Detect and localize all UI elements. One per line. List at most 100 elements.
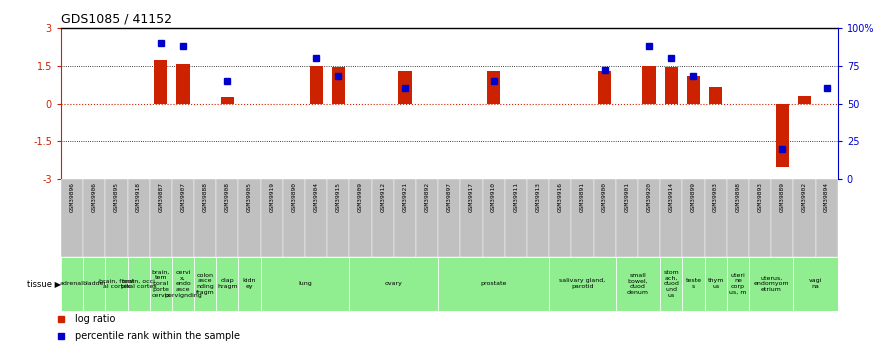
Text: GSM39894: GSM39894 (824, 182, 829, 212)
Text: GSM39907: GSM39907 (180, 182, 185, 212)
Text: uterus,
endomyom
etrium: uterus, endomyom etrium (754, 275, 789, 292)
Text: GSM39905: GSM39905 (247, 182, 252, 212)
Text: GSM39892: GSM39892 (425, 182, 430, 212)
Bar (793, 179, 815, 257)
Bar (665, 67, 678, 104)
Bar (327, 179, 349, 257)
Text: lung: lung (298, 281, 312, 286)
Bar (416, 179, 438, 257)
Text: cervi
x,
endo
asce
pervignding: cervi x, endo asce pervignding (164, 270, 202, 298)
Text: GSM39908: GSM39908 (225, 182, 230, 212)
Bar (394, 179, 416, 257)
Text: kidn
ey: kidn ey (243, 278, 256, 289)
Bar (438, 179, 461, 257)
Bar (527, 179, 549, 257)
Text: GSM39914: GSM39914 (668, 182, 674, 212)
Text: adrenal: adrenal (60, 281, 84, 286)
Text: GSM39887: GSM39887 (159, 182, 163, 212)
Bar (642, 66, 656, 104)
Bar (683, 179, 704, 257)
Text: diap
hragm: diap hragm (217, 278, 237, 289)
Text: GSM39915: GSM39915 (336, 182, 340, 212)
Bar (194, 179, 216, 257)
Text: GSM39916: GSM39916 (558, 182, 563, 212)
Bar (349, 179, 372, 257)
Text: GSM39889: GSM39889 (780, 182, 785, 212)
Text: stom
ach,
duod
und
us: stom ach, duod und us (663, 270, 679, 298)
Bar (106, 257, 127, 310)
Text: bladder: bladder (82, 281, 107, 286)
Bar (372, 179, 394, 257)
Bar (309, 66, 323, 104)
Bar (83, 257, 106, 310)
Text: GSM39921: GSM39921 (402, 182, 408, 212)
Bar (704, 257, 727, 310)
Bar (127, 179, 150, 257)
Bar (150, 257, 172, 310)
Text: GSM39911: GSM39911 (513, 182, 519, 212)
Bar (172, 179, 194, 257)
Bar (220, 97, 234, 104)
Bar (261, 179, 283, 257)
Text: GSM39895: GSM39895 (114, 182, 119, 212)
Bar (261, 257, 349, 310)
Text: teste
s: teste s (685, 278, 702, 289)
Text: GSM39901: GSM39901 (625, 182, 629, 212)
Bar (749, 179, 771, 257)
Bar (61, 179, 83, 257)
Bar (709, 87, 722, 104)
Bar (727, 179, 749, 257)
Bar (687, 76, 700, 104)
Text: GSM39899: GSM39899 (691, 182, 696, 212)
Bar (150, 179, 172, 257)
Text: GSM39918: GSM39918 (136, 182, 141, 212)
Bar (487, 71, 500, 104)
Bar (283, 179, 305, 257)
Text: brain,
tem
poral
porte
cervix: brain, tem poral porte cervix (151, 270, 170, 298)
Bar (594, 179, 616, 257)
Bar (616, 257, 660, 310)
Text: GSM39910: GSM39910 (491, 182, 496, 212)
Bar (216, 257, 238, 310)
Text: GSM39920: GSM39920 (647, 182, 651, 212)
Bar (638, 179, 660, 257)
Bar (572, 179, 594, 257)
Text: GSM39909: GSM39909 (358, 182, 363, 212)
Bar (793, 257, 838, 310)
Bar (749, 257, 793, 310)
Bar (815, 179, 838, 257)
Bar (172, 257, 194, 310)
Text: GSM39903: GSM39903 (713, 182, 719, 212)
Bar (598, 71, 611, 104)
Bar (106, 179, 127, 257)
Text: GSM39913: GSM39913 (536, 182, 540, 212)
Text: GSM39890: GSM39890 (291, 182, 297, 212)
Bar (238, 257, 261, 310)
Text: colon
asce
nding
fragm: colon asce nding fragm (196, 273, 214, 295)
Bar (683, 257, 704, 310)
Text: GSM39917: GSM39917 (469, 182, 474, 212)
Text: GSM39919: GSM39919 (270, 182, 274, 212)
Bar (399, 71, 411, 104)
Text: thym
us: thym us (708, 278, 724, 289)
Bar (660, 257, 683, 310)
Text: brain, occi
pital cortex: brain, occi pital cortex (121, 278, 157, 289)
Text: salivary gland,
parotid: salivary gland, parotid (559, 278, 606, 289)
Text: brain, front
al cortex: brain, front al cortex (99, 278, 134, 289)
Bar (771, 179, 793, 257)
Text: GSM39897: GSM39897 (447, 182, 452, 212)
Bar (61, 257, 83, 310)
Text: prostate: prostate (480, 281, 507, 286)
Bar (704, 179, 727, 257)
Bar (332, 67, 345, 104)
Bar (349, 257, 438, 310)
Bar (438, 257, 549, 310)
Bar (797, 96, 811, 104)
Text: GSM39912: GSM39912 (380, 182, 385, 212)
Text: ovary: ovary (385, 281, 403, 286)
Bar (177, 64, 190, 104)
Text: tissue ▶: tissue ▶ (27, 279, 61, 288)
Text: GSM39898: GSM39898 (736, 182, 740, 212)
Text: percentile rank within the sample: percentile rank within the sample (75, 332, 240, 341)
Bar (305, 179, 327, 257)
